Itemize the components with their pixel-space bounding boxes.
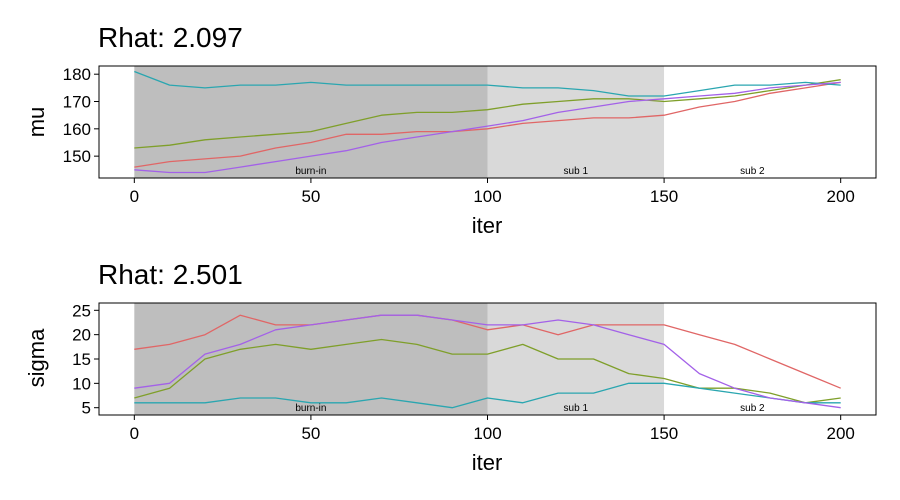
region-label-0-mu: burn-in xyxy=(295,166,326,177)
x-axis-label-sigma: iter xyxy=(472,450,503,475)
x-tick-label-0-mu: 0 xyxy=(130,187,139,206)
y-tick-label-1-mu: 160 xyxy=(63,120,91,139)
x-tick-label-0-sigma: 0 xyxy=(130,424,139,443)
region-label-0-sigma: burn-in xyxy=(295,403,326,414)
y-tick-label-1-sigma: 10 xyxy=(72,374,91,393)
y-axis-label-sigma: sigma xyxy=(24,328,49,387)
y-tick-label-0-sigma: 5 xyxy=(82,399,91,418)
y-tick-label-3-sigma: 20 xyxy=(72,326,91,345)
y-tick-label-2-mu: 170 xyxy=(63,93,91,112)
region-2-sigma xyxy=(664,303,841,415)
panel-title-mu: Rhat: 2.097 xyxy=(98,22,243,53)
x-tick-label-3-sigma: 150 xyxy=(650,424,678,443)
x-tick-label-2-sigma: 100 xyxy=(473,424,501,443)
series-line-3-mu xyxy=(134,81,841,174)
series-line-1-sigma xyxy=(134,338,841,404)
panel-mu: Rhat: 2.097 mu iter burn-in sub 1 sub 2 0 50… xyxy=(24,22,877,238)
x-axis-label-mu: iter xyxy=(472,213,503,238)
x-tick-label-2-mu: 100 xyxy=(473,187,501,206)
region-label-2-sigma: sub 2 xyxy=(740,403,765,414)
x-tick-label-1-mu: 50 xyxy=(301,187,320,206)
series-line-1-mu xyxy=(134,79,841,149)
x-tick-label-4-mu: 200 xyxy=(826,187,854,206)
region-label-1-sigma: sub 1 xyxy=(564,403,589,414)
series-line-2-sigma xyxy=(134,382,841,409)
y-tick-label-3-mu: 180 xyxy=(63,65,91,84)
panel-title-sigma: Rhat: 2.501 xyxy=(98,259,243,290)
y-tick-label-4-sigma: 25 xyxy=(72,301,91,320)
series-line-0-sigma xyxy=(134,314,841,389)
region-label-2-mu: sub 2 xyxy=(740,166,765,177)
series-line-3-sigma xyxy=(134,314,841,409)
x-tick-label-4-sigma: 200 xyxy=(826,424,854,443)
series-line-0-mu xyxy=(134,81,841,168)
y-axis-label-mu: mu xyxy=(24,107,49,138)
y-tick-label-2-sigma: 15 xyxy=(72,350,91,369)
region-0-sigma xyxy=(134,303,488,415)
series-line-2-mu xyxy=(134,70,841,97)
x-tick-label-3-mu: 150 xyxy=(650,187,678,206)
panel-sigma: Rhat: 2.501 sigma iter burn-in sub 1 sub 2… xyxy=(24,259,877,475)
y-tick-label-0-mu: 150 xyxy=(63,147,91,166)
region-label-1-mu: sub 1 xyxy=(564,166,589,177)
x-tick-label-1-sigma: 50 xyxy=(301,424,320,443)
